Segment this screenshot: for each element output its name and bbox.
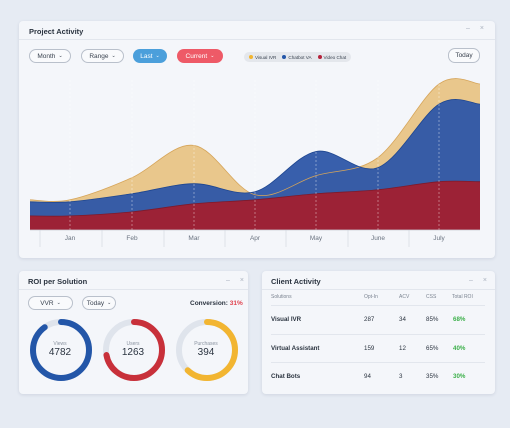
current-dropdown[interactable]: Current ⌄: [177, 49, 223, 63]
chevron-down-icon: ⌄: [210, 53, 215, 59]
users-label: Users: [126, 341, 140, 347]
window-controls[interactable]: – ×: [226, 277, 248, 284]
legend-item-visual-ivr[interactable]: Visual IVR: [249, 55, 276, 60]
x-tick-mar: Mar: [188, 235, 200, 242]
last-dropdown[interactable]: Last ⌄: [133, 49, 167, 63]
purchases-donut-text: Purchases 394: [181, 341, 231, 358]
today-dropdown[interactable]: Today ⌄: [82, 296, 116, 310]
current-label: Current: [185, 52, 208, 60]
legend-label: Video Chat: [323, 54, 347, 60]
vvr-label: VVR: [40, 299, 54, 307]
month-dropdown[interactable]: Month ⌄: [29, 49, 71, 63]
x-tick-jan: Jan: [64, 235, 76, 242]
legend-item-chatbot-va[interactable]: Chatbot VA: [282, 54, 312, 60]
col-header-opt-in[interactable]: Opt-In: [364, 294, 378, 300]
client-activity-panel: [262, 271, 495, 394]
cell-opt-in: 159: [364, 345, 375, 352]
col-header-css[interactable]: CSS: [426, 294, 437, 300]
cell-css: 85%: [426, 316, 439, 323]
x-tick-apr: Apr: [249, 235, 261, 242]
conversion-label: Conversion:: [190, 300, 228, 307]
chart-legend: Visual IVR Chatbot VA Video Chat: [244, 52, 352, 62]
cell-opt-in: 94: [364, 373, 371, 380]
chevron-down-icon: ⌄: [56, 300, 61, 306]
row-divider: [271, 362, 485, 363]
today-button[interactable]: Today: [448, 48, 480, 63]
row-divider: [271, 334, 485, 335]
x-tick-may: May: [309, 235, 323, 242]
cell-opt-in: 287: [364, 316, 375, 323]
vvr-dropdown[interactable]: VVR ⌄: [28, 296, 73, 310]
cell-css: 65%: [426, 345, 439, 352]
legend-label: Chatbot VA: [288, 54, 312, 60]
views-donut-text: Views 4782: [35, 341, 85, 358]
cell-solution: Chat Bots: [271, 373, 301, 380]
cell-total-roi: 68%: [453, 316, 466, 323]
conversion-value: 31%: [229, 300, 243, 307]
cell-total-roi: 40%: [453, 345, 466, 352]
today-filter-label: Today: [86, 299, 105, 307]
legend-dot: [282, 55, 287, 59]
cell-total-roi: 30%: [453, 373, 466, 380]
purchases-value: 394: [197, 347, 215, 358]
project-activity-title: Project Activity: [29, 27, 84, 36]
window-controls[interactable]: – ×: [466, 25, 488, 32]
month-label: Month: [37, 52, 56, 60]
panel-divider: [19, 289, 248, 290]
cell-acv: 3: [399, 373, 403, 380]
legend-dot: [317, 55, 322, 59]
col-header-total-roi[interactable]: Total ROI: [452, 294, 473, 300]
users-value: 1263: [121, 347, 145, 358]
views-value: 4782: [48, 347, 72, 358]
window-controls[interactable]: – ×: [469, 277, 491, 284]
legend-item-video-chat[interactable]: Video Chat: [317, 54, 347, 60]
cell-solution: Visual IVR: [271, 316, 302, 323]
cell-css: 35%: [426, 373, 439, 380]
chevron-down-icon: ⌄: [58, 53, 63, 59]
legend-label: Visual IVR: [255, 54, 277, 60]
panel-divider: [19, 39, 495, 40]
col-header-solutions[interactable]: Solutions: [271, 294, 292, 300]
legend-dot: [249, 55, 253, 59]
x-tick-june: June: [370, 235, 386, 242]
views-label: Views: [53, 341, 67, 347]
today-label: Today: [455, 52, 473, 59]
range-label: Range: [89, 52, 109, 60]
conversion-stat: Conversion: 31%: [190, 300, 243, 307]
table-divider: [271, 305, 485, 306]
client-activity-title: Client Activity: [271, 277, 321, 286]
cell-acv: 12: [399, 345, 406, 352]
roi-title: ROI per Solution: [28, 277, 88, 286]
cell-acv: 34: [399, 316, 406, 323]
chevron-down-icon: ⌄: [155, 53, 160, 59]
chevron-down-icon: ⌄: [107, 300, 112, 306]
panel-divider: [262, 289, 495, 290]
chevron-down-icon: ⌄: [111, 53, 116, 59]
col-header-acv[interactable]: ACV: [399, 294, 410, 300]
users-donut-text: Users 1263: [108, 341, 158, 358]
x-tick-july: July: [433, 235, 445, 242]
cell-solution: Virtual Assistant: [271, 345, 320, 352]
last-label: Last: [140, 52, 153, 60]
range-dropdown[interactable]: Range ⌄: [81, 49, 124, 63]
x-tick-feb: Feb: [126, 235, 138, 242]
purchases-label: Purchases: [194, 341, 218, 347]
